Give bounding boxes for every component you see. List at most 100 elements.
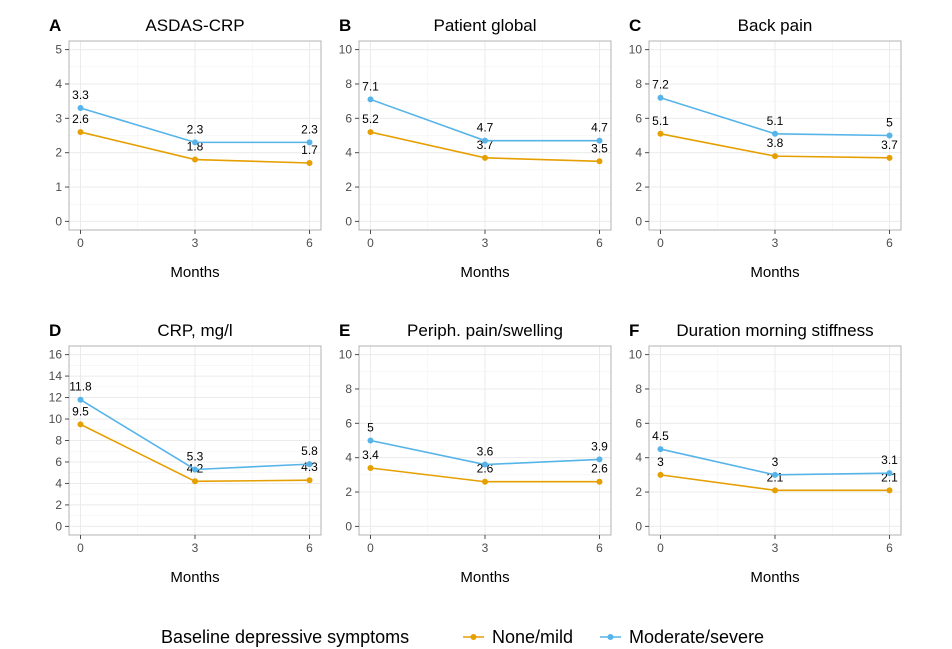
y-tick-label: 14 — [49, 369, 63, 383]
data-point-none-mild — [657, 471, 664, 478]
data-point-moderate-severe — [367, 96, 374, 103]
y-tick-label: 12 — [49, 391, 63, 405]
data-label-none-mild: 3 — [657, 455, 664, 469]
y-tick-label: 6 — [635, 111, 642, 125]
panel-title: CRP, mg/l — [157, 321, 232, 340]
data-label-none-mild: 3.8 — [767, 136, 784, 150]
y-tick-label: 1 — [55, 180, 62, 194]
panel-letter: D — [49, 321, 61, 340]
y-tick-label: 2 — [635, 485, 642, 499]
y-tick-label: 10 — [339, 43, 353, 57]
y-tick-label: 2 — [55, 146, 62, 160]
y-tick-label: 0 — [345, 214, 352, 228]
y-tick-label: 6 — [345, 111, 352, 125]
legend-label-moderate-severe: Moderate/severe — [629, 627, 764, 647]
x-tick-label: 6 — [306, 541, 313, 555]
data-point-none-mild — [192, 156, 198, 163]
legend: Baseline depressive symptoms None/mild M… — [161, 627, 764, 647]
data-point-none-mild — [306, 159, 313, 166]
data-point-moderate-severe — [596, 456, 603, 463]
legend-swatch-marker-none-mild — [470, 634, 477, 640]
panel-title: Duration morning stiffness — [676, 321, 873, 340]
x-axis-title: Months — [170, 569, 219, 586]
x-tick-label: 6 — [306, 236, 313, 250]
x-tick-label: 3 — [772, 236, 779, 250]
data-point-moderate-severe — [886, 132, 893, 139]
panel-letter: B — [339, 16, 351, 35]
y-tick-label: 4 — [345, 451, 352, 465]
y-tick-label: 6 — [55, 455, 62, 469]
data-point-moderate-severe — [192, 139, 198, 146]
data-label-none-mild: 3.4 — [362, 448, 379, 462]
x-axis-title: Months — [750, 569, 799, 586]
x-axis-title: Months — [170, 264, 219, 281]
data-point-none-mild — [772, 487, 778, 494]
data-point-none-mild — [367, 129, 374, 136]
y-tick-label: 10 — [629, 348, 643, 362]
data-label-moderate-severe: 3.3 — [72, 88, 89, 102]
panel-title: Patient global — [433, 16, 536, 35]
y-tick-label: 8 — [55, 434, 62, 448]
data-point-moderate-severe — [482, 461, 488, 468]
data-point-moderate-severe — [192, 466, 198, 473]
data-point-moderate-severe — [306, 139, 313, 146]
panel-title: Back pain — [738, 16, 813, 35]
legend-title: Baseline depressive symptoms — [161, 627, 409, 647]
panel-f: 0 2 4 6 8 10 0 3 6 F Duration morning stiffness Mon… — [629, 321, 902, 586]
panel-letter: C — [629, 16, 641, 35]
data-point-none-mild — [886, 487, 893, 494]
x-tick-label: 3 — [482, 236, 489, 250]
y-tick-label: 3 — [55, 111, 62, 125]
y-tick-label: 4 — [55, 476, 62, 490]
y-tick-label: 10 — [339, 348, 353, 362]
data-point-moderate-severe — [482, 137, 488, 144]
data-label-moderate-severe: 3.1 — [881, 453, 898, 467]
data-point-none-mild — [482, 154, 488, 161]
y-tick-label: 8 — [345, 77, 352, 91]
data-label-moderate-severe: 3.6 — [477, 445, 494, 459]
data-label-none-mild: 5.2 — [362, 112, 379, 126]
data-label-moderate-severe: 5.1 — [767, 114, 784, 128]
data-label-moderate-severe: 7.2 — [652, 78, 669, 92]
data-label-none-mild: 3.5 — [591, 141, 608, 155]
data-point-moderate-severe — [77, 105, 84, 112]
x-tick-label: 6 — [886, 541, 893, 555]
y-tick-label: 10 — [629, 43, 643, 57]
data-label-moderate-severe: 2.3 — [187, 122, 204, 136]
data-point-none-mild — [482, 478, 488, 485]
x-tick-label: 0 — [367, 236, 374, 250]
data-label-none-mild: 9.5 — [72, 404, 89, 418]
y-tick-label: 10 — [49, 412, 63, 426]
y-tick-label: 4 — [55, 77, 62, 91]
x-tick-label: 3 — [192, 236, 199, 250]
data-label-moderate-severe: 5 — [886, 116, 893, 130]
x-tick-label: 3 — [192, 541, 199, 555]
y-tick-label: 4 — [635, 451, 642, 465]
y-tick-label: 8 — [345, 382, 352, 396]
data-label-moderate-severe: 5.3 — [187, 449, 204, 463]
y-tick-label: 0 — [635, 519, 642, 533]
y-tick-label: 2 — [345, 485, 352, 499]
data-label-none-mild: 5.1 — [652, 114, 669, 128]
panel-letter: E — [339, 321, 350, 340]
data-point-none-mild — [596, 478, 603, 485]
x-tick-label: 0 — [657, 236, 664, 250]
data-point-moderate-severe — [772, 130, 778, 137]
data-point-none-mild — [77, 421, 84, 428]
data-label-moderate-severe: 4.5 — [652, 429, 669, 443]
x-tick-label: 0 — [77, 236, 84, 250]
y-tick-label: 5 — [55, 43, 62, 57]
data-point-moderate-severe — [657, 94, 664, 101]
x-axis-title: Months — [460, 264, 509, 281]
data-point-moderate-severe — [772, 471, 778, 478]
y-tick-label: 8 — [635, 382, 642, 396]
panel-title: ASDAS-CRP — [145, 16, 244, 35]
y-tick-label: 0 — [635, 214, 642, 228]
data-point-none-mild — [192, 478, 198, 485]
data-point-none-mild — [596, 158, 603, 165]
data-label-moderate-severe: 11.8 — [69, 380, 92, 394]
data-label-none-mild: 2.6 — [477, 462, 494, 476]
